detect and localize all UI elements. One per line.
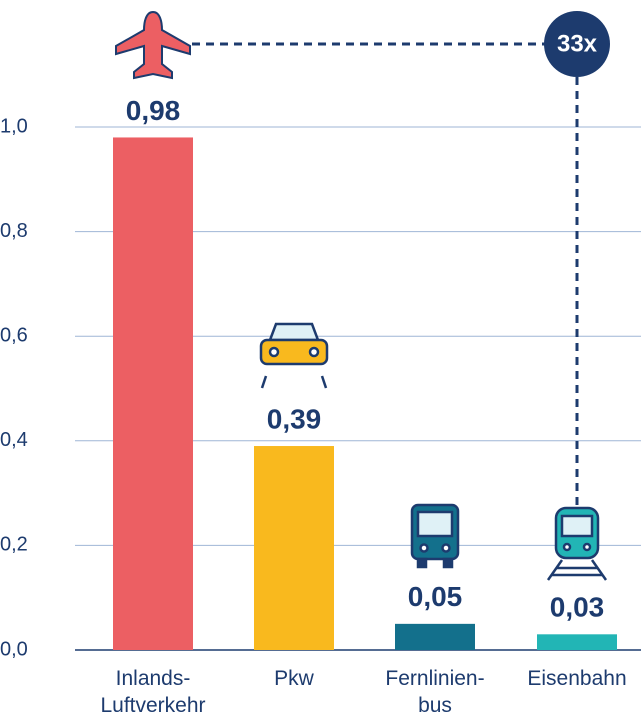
- y-tick-label: 1,0: [0, 115, 28, 137]
- annotation: 33x: [557, 30, 598, 57]
- bar: [254, 446, 334, 650]
- y-tick-label: 0,4: [0, 429, 28, 451]
- bus-icon: [410, 503, 460, 569]
- x-tick-label: Fernlinien- bus: [385, 667, 485, 717]
- bar: [537, 634, 617, 650]
- x-tick-label: Inlands- Luftverkehr: [100, 667, 206, 717]
- bar: [113, 137, 193, 650]
- y-tick-label: 0,0: [0, 638, 28, 660]
- car-icon: [259, 322, 329, 389]
- y-tick-label: 0,6: [0, 324, 28, 346]
- plane-icon: [115, 10, 191, 80]
- y-tick-label: 0,2: [0, 534, 28, 556]
- value-label: 0,98: [126, 95, 181, 126]
- bar: [395, 623, 475, 650]
- x-tick-label: Pkw: [274, 667, 314, 690]
- value-label: 0,39: [267, 403, 322, 434]
- annotation-badge: [544, 11, 610, 77]
- train-icon: [546, 506, 608, 581]
- x-tick-label: Eisenbahn: [527, 667, 627, 690]
- value-label: 0,05: [408, 581, 463, 612]
- value-label: 0,03: [550, 592, 605, 623]
- y-tick-label: 0,8: [0, 220, 28, 242]
- annotation-line: [192, 42, 579, 505]
